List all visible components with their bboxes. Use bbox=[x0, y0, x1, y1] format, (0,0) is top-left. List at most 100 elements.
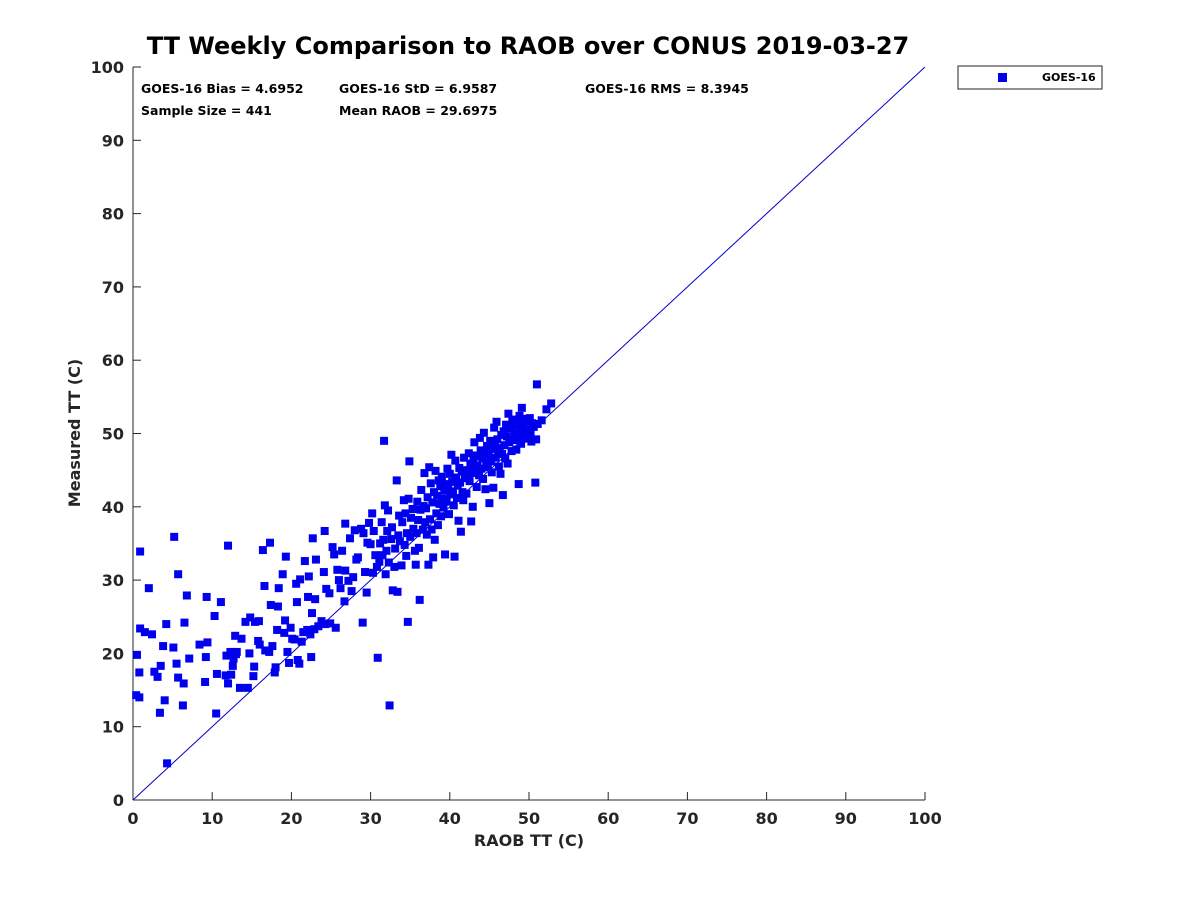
data-point bbox=[405, 457, 414, 466]
data-point bbox=[341, 519, 350, 528]
data-point bbox=[485, 499, 494, 508]
y-axis-label: Measured TT (C) bbox=[65, 359, 84, 507]
data-point bbox=[295, 659, 304, 668]
data-point bbox=[169, 643, 178, 652]
data-point bbox=[224, 541, 233, 550]
data-point bbox=[203, 638, 212, 647]
data-point bbox=[444, 485, 453, 494]
data-point bbox=[144, 584, 153, 593]
data-point bbox=[216, 598, 225, 607]
data-point bbox=[314, 622, 323, 631]
data-point bbox=[426, 515, 434, 524]
data-point bbox=[517, 403, 526, 412]
data-point bbox=[292, 598, 301, 607]
data-point bbox=[155, 708, 164, 717]
data-point bbox=[406, 513, 415, 522]
y-tick-label: 60 bbox=[102, 351, 124, 370]
data-point bbox=[229, 654, 238, 663]
data-point bbox=[201, 653, 210, 662]
data-point bbox=[280, 628, 289, 637]
data-point bbox=[422, 504, 431, 513]
data-point bbox=[212, 669, 221, 678]
data-point bbox=[443, 464, 452, 473]
stat-sample-size: Sample Size = 441 bbox=[141, 103, 272, 118]
data-point bbox=[290, 635, 299, 644]
data-point bbox=[518, 422, 527, 431]
data-point bbox=[422, 530, 431, 539]
data-point bbox=[391, 544, 400, 553]
data-point bbox=[494, 462, 503, 471]
data-point bbox=[243, 683, 252, 692]
legend: GOES-16 bbox=[957, 65, 1103, 90]
x-tick-label: 40 bbox=[439, 809, 461, 828]
data-point bbox=[447, 450, 456, 459]
data-point bbox=[504, 409, 513, 418]
data-point bbox=[448, 477, 457, 486]
x-tick-label: 0 bbox=[127, 809, 138, 828]
data-point bbox=[148, 630, 157, 639]
data-point bbox=[140, 628, 149, 637]
data-point bbox=[292, 579, 301, 588]
data-point bbox=[333, 565, 342, 574]
data-point bbox=[425, 463, 434, 472]
data-point bbox=[178, 701, 187, 710]
data-point bbox=[172, 659, 181, 668]
stat-mean-raob: Mean RAOB = 29.6975 bbox=[339, 103, 497, 118]
data-point bbox=[311, 595, 320, 604]
data-point bbox=[408, 504, 417, 513]
data-point bbox=[486, 436, 495, 445]
data-point bbox=[483, 463, 492, 472]
y-ticks: 0 10 20 30 40 50 60 70 80 90 100 bbox=[91, 58, 141, 810]
data-point bbox=[325, 589, 334, 598]
data-point bbox=[468, 502, 477, 511]
data-point bbox=[490, 423, 499, 432]
x-tick-label: 100 bbox=[908, 809, 941, 828]
data-point bbox=[258, 546, 267, 555]
data-point bbox=[387, 535, 396, 544]
data-point bbox=[532, 380, 541, 389]
data-point bbox=[235, 683, 244, 692]
y-tick-label: 20 bbox=[102, 644, 124, 663]
data-point bbox=[513, 433, 522, 442]
data-point bbox=[382, 546, 391, 555]
data-point bbox=[361, 568, 370, 577]
data-point bbox=[180, 618, 189, 627]
data-point bbox=[228, 661, 237, 670]
data-point bbox=[430, 535, 439, 544]
data-point bbox=[260, 581, 269, 590]
data-point bbox=[245, 649, 254, 658]
data-point bbox=[461, 466, 470, 475]
data-point bbox=[304, 572, 313, 581]
data-point bbox=[387, 523, 396, 532]
data-point bbox=[266, 601, 275, 610]
data-point bbox=[428, 498, 437, 507]
data-point bbox=[232, 647, 241, 656]
data-point bbox=[347, 587, 356, 596]
data-point bbox=[490, 440, 499, 449]
data-point bbox=[451, 456, 460, 465]
data-point bbox=[135, 693, 144, 702]
data-point bbox=[401, 509, 410, 518]
data-point bbox=[384, 558, 393, 567]
data-point bbox=[338, 546, 347, 555]
data-point bbox=[385, 701, 394, 710]
data-point bbox=[353, 553, 362, 562]
data-point bbox=[449, 501, 458, 510]
data-point bbox=[482, 458, 491, 467]
data-point bbox=[381, 570, 390, 579]
data-point bbox=[508, 415, 517, 424]
data-point bbox=[273, 602, 282, 611]
data-point bbox=[306, 630, 315, 639]
data-point bbox=[489, 483, 498, 492]
data-point bbox=[375, 557, 384, 566]
data-point bbox=[441, 550, 450, 559]
data-point bbox=[241, 617, 250, 626]
data-point bbox=[384, 506, 393, 515]
data-point bbox=[383, 526, 392, 535]
data-point bbox=[150, 667, 159, 676]
data-point bbox=[246, 613, 255, 622]
data-point bbox=[481, 485, 490, 494]
data-point bbox=[404, 494, 413, 503]
data-point bbox=[495, 444, 504, 453]
data-point bbox=[398, 518, 407, 527]
